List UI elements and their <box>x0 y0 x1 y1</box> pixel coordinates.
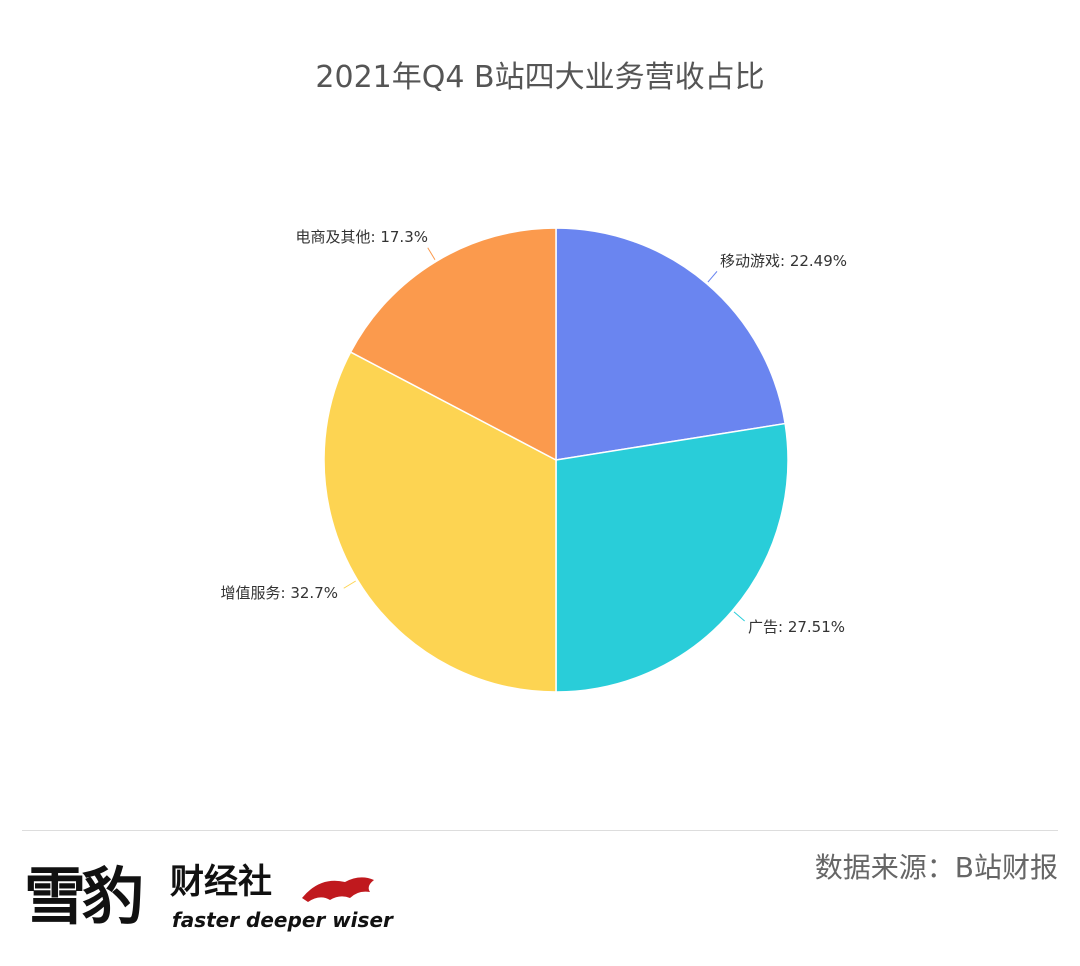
chart <box>323 227 789 693</box>
pie-slice <box>555 422 789 693</box>
pie-slice <box>555 227 786 461</box>
logo: 雪豹 <box>24 860 144 933</box>
brand: 财经社 <box>170 862 272 902</box>
data-label: 广告: 27.51% <box>748 618 846 636</box>
logo-icon <box>302 877 374 902</box>
data-label: 增值服务: 32.7% <box>220 584 338 602</box>
leader-line <box>733 611 745 622</box>
pie-slice <box>349 227 557 462</box>
data-label: 电商及其他: 17.3% <box>295 228 428 246</box>
leader-line <box>343 580 356 589</box>
chart-title: 2021年Q4 B站四大业务营收占比 <box>315 60 765 95</box>
leader-line <box>427 247 436 260</box>
slogan: faster deeper wiser <box>172 908 393 932</box>
source-note: 数据来源：B站财报 <box>814 851 1058 884</box>
leader-line <box>707 271 718 283</box>
pie-slice <box>323 351 557 693</box>
divider <box>22 830 1058 831</box>
data-label: 移动游戏: 22.49% <box>720 252 848 270</box>
